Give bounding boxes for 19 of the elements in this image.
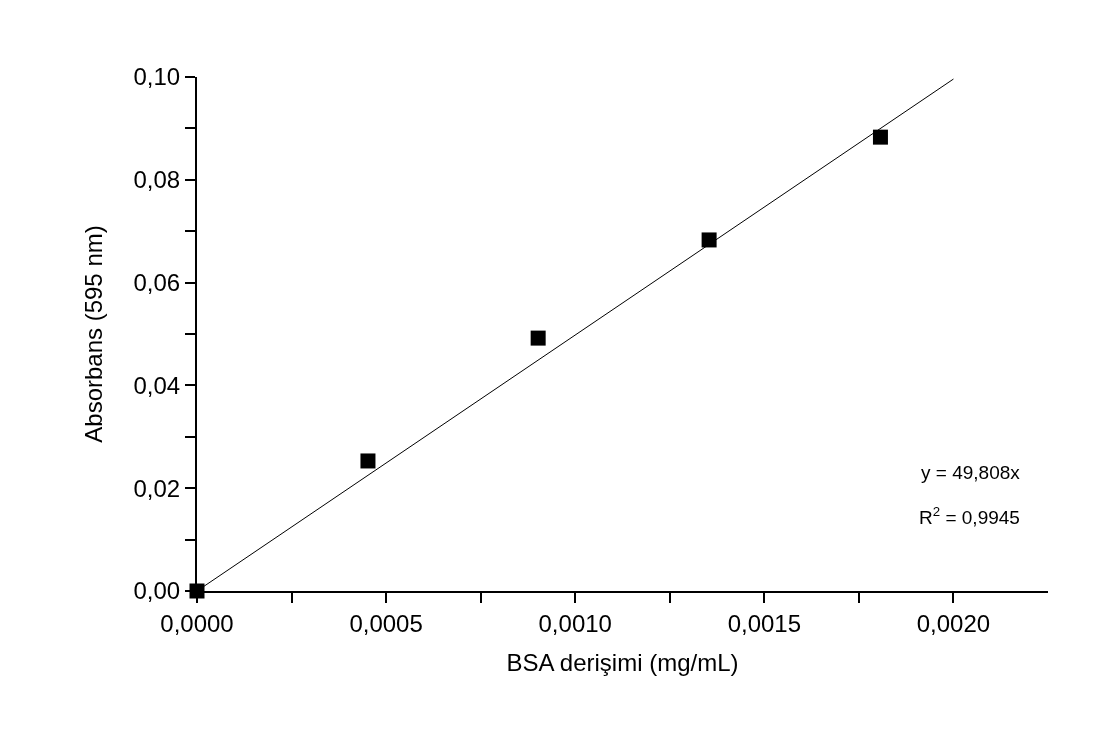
point: [701, 232, 717, 248]
x-tick-label: 0,0020: [916, 609, 991, 637]
y-axis-title: Absorbans (595 nm): [80, 225, 108, 443]
annotation: y = 49,808x: [921, 462, 1021, 483]
y-tick-label: 0,04: [133, 371, 181, 399]
x-axis-title: BSA derişimi (mg/mL): [506, 648, 739, 676]
point: [872, 129, 888, 145]
y-tick-label: 0,00: [133, 577, 181, 605]
point: [530, 330, 546, 346]
x-tick-label: 0,0010: [538, 609, 612, 637]
y-tick-label: 0,08: [133, 166, 181, 194]
point: [360, 453, 376, 469]
y-tick-label: 0,10: [133, 63, 181, 91]
y-tick-label: 0,06: [133, 269, 181, 296]
annotation: R$^{2}$ = 0,9945: [919, 504, 1020, 528]
x-tick-label: 0,0000: [160, 609, 234, 637]
x-tick-label: 0,0015: [727, 609, 802, 637]
y-tick-label: 0,02: [133, 474, 181, 502]
x-tick-label: 0,0005: [349, 609, 423, 637]
